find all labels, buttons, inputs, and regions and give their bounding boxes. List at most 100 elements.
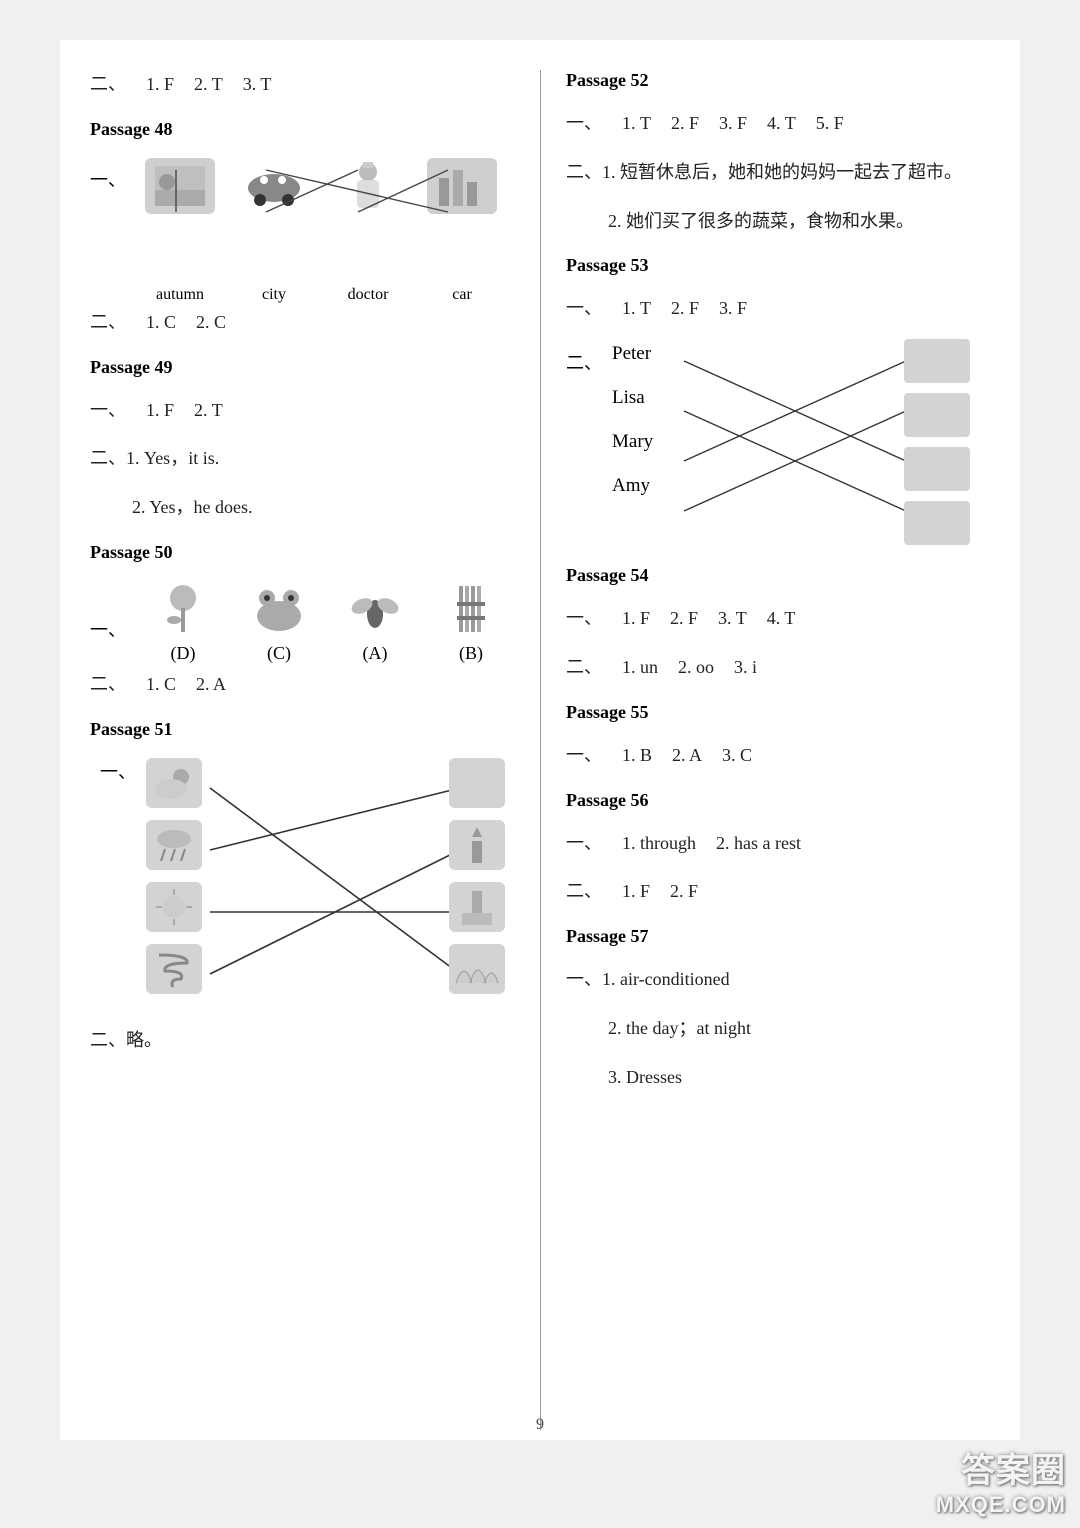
section-prefix: 一、 (566, 745, 602, 765)
answer: 2. F (670, 608, 698, 628)
p48-label: city (234, 286, 314, 304)
answer: 1. T (622, 298, 651, 318)
section-prefix: 一、 (90, 400, 126, 420)
section-prefix: 二、 (566, 162, 602, 182)
caption: (C) (240, 643, 318, 664)
answer: 2. F (671, 298, 699, 318)
answer: 3. F (719, 298, 747, 318)
p50-item: (C) (240, 581, 318, 664)
passage-50-heading: Passage 50 (90, 542, 515, 563)
answer: 2. T (194, 400, 223, 420)
p52-sec2-2: 2. 她们买了很多的蔬菜，食物和水果。 (566, 207, 990, 236)
answer: 4. T (767, 113, 796, 133)
section-prefix: 一、 (566, 969, 602, 989)
passage-51-heading: Passage 51 (90, 719, 515, 740)
p50-item: (A) (336, 581, 414, 664)
p49-sec1: 一、 1. F 2. T (90, 396, 515, 425)
passage-48-heading: Passage 48 (90, 119, 515, 140)
p50-row: 一、 (D) (C) (A) (B) (90, 581, 515, 664)
answer: 1. T (622, 113, 651, 133)
passage-54-heading: Passage 54 (566, 565, 990, 586)
p53-right-icons (904, 339, 970, 545)
p50-sec2: 二、 1. C 2. A (90, 670, 515, 699)
answer: 3. i (734, 657, 757, 677)
passage-53-heading: Passage 53 (566, 255, 990, 276)
abc-icon (904, 447, 970, 491)
passage-57-heading: Passage 57 (566, 926, 990, 947)
p48-label: doctor (328, 286, 408, 304)
answer: 2. has a rest (716, 833, 801, 853)
answer-text: 略。 (126, 1030, 162, 1050)
p55-sec1: 一、 1. B 2. A 3. C (566, 741, 990, 770)
answer: 1. F (622, 608, 650, 628)
answer: 2. oo (678, 657, 714, 677)
answer: 1. B (622, 745, 652, 765)
p54-sec2: 二、 1. un 2. oo 3. i (566, 653, 990, 682)
section-prefix: 二、 (566, 657, 602, 677)
p48-label: autumn (140, 286, 220, 304)
p53-sec1: 一、1. T2. F3. F (566, 294, 990, 323)
p57-sec1-1: 一、1. air-conditioned (566, 965, 990, 994)
answer: 4. T (767, 608, 796, 628)
frog-icon (244, 581, 314, 637)
p56-sec1: 一、 1. through 2. has a rest (566, 829, 990, 858)
p51-sec2: 二、略。 (90, 1026, 515, 1055)
answer: 5. F (816, 113, 844, 133)
answer: 1. F (622, 881, 650, 901)
passage-49-heading: Passage 49 (90, 357, 515, 378)
answer: 1. un (622, 657, 658, 677)
answer: 3. C (722, 745, 752, 765)
p53-matching: 二、 Peter Lisa Mary Amy (566, 343, 990, 553)
section-prefix: 一、 (90, 166, 126, 192)
page: 二、 1. F 2. T 3. T Passage 48 一、 一、 autumn c… (60, 40, 1020, 1440)
answer-text: 1. air-conditioned (602, 969, 730, 989)
p48-sec2: 二、1. C2. C (90, 308, 515, 337)
p54-sec1: 一、 1. F 2. F 3. T 4. T (566, 604, 990, 633)
teacher-board-icon (904, 501, 970, 545)
answer: 2. F (671, 113, 699, 133)
p52-sec1: 一、 1. T 2. F 3. F 4. T 5. F (566, 109, 990, 138)
caption: (B) (432, 643, 510, 664)
watermark: 答案圈 MXQE.COM (936, 1443, 1066, 1518)
section-prefix: 一、 (566, 833, 602, 853)
section-prefix: 二、 (90, 74, 126, 94)
section-prefix: 一、 (566, 113, 602, 133)
answer-text: 1. 短暂休息后，她和她的妈妈一起去了超市。 (602, 162, 962, 182)
answer: 3. T (718, 608, 747, 628)
answer: 2. T (194, 74, 223, 94)
answer: 2. F (670, 881, 698, 901)
passage-52-heading: Passage 52 (566, 70, 990, 91)
p51-right-icons (449, 758, 505, 994)
p48-matching-lines (136, 224, 515, 254)
family-icon (904, 339, 970, 383)
caption: (D) (144, 643, 222, 664)
answer: 1. through (622, 833, 696, 853)
rose-icon (148, 581, 218, 637)
caption: (A) (336, 643, 414, 664)
shopping-icon (904, 393, 970, 437)
p51-matching: 一、 (100, 758, 515, 1018)
watermark-line1: 答案圈 (936, 1443, 1066, 1492)
answer: 1. F (146, 400, 174, 420)
answer: 2. A (672, 745, 702, 765)
operahouse-icon (449, 944, 505, 994)
answer: 1. C (146, 674, 176, 694)
answer: 3. F (719, 113, 747, 133)
fly-icon (340, 581, 410, 637)
p52-sec2-1: 二、1. 短暂休息后，她和她的妈妈一起去了超市。 (566, 158, 990, 187)
p56-sec2: 二、 1. F 2. F (566, 877, 990, 906)
section-prefix: 二、 (90, 1030, 126, 1050)
bigben-icon (449, 882, 505, 932)
section-prefix: 二、 (90, 674, 126, 694)
right-column: Passage 52 一、1. T2. F3. F4. T5. F 二、1. 短… (540, 70, 990, 1430)
answer: 3. T (243, 74, 272, 94)
section-prefix: 二、 (566, 881, 602, 901)
answer: 2. A (196, 674, 226, 694)
sticks-icon (436, 581, 506, 637)
section-prefix: 一、 (90, 616, 126, 642)
section-prefix: 一、 (566, 608, 602, 628)
passage-56-heading: Passage 56 (566, 790, 990, 811)
p48-labels: 一、 autumn city doctor car (90, 250, 515, 304)
answer-text: 1. Yes，it is. (126, 448, 219, 468)
p48-svg (136, 164, 496, 224)
